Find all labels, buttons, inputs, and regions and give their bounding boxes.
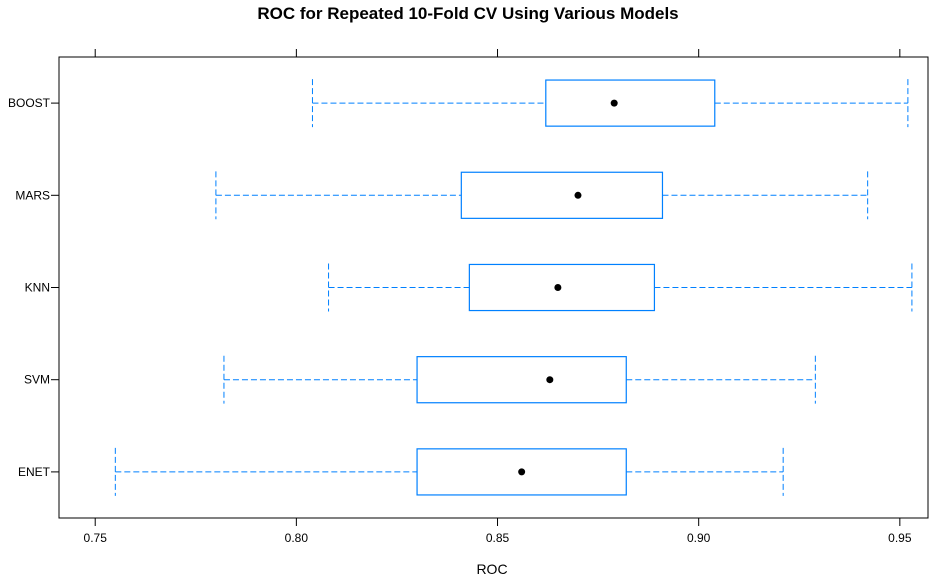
x-tick-label: 0.75 <box>84 531 108 545</box>
x-tick-label: 0.85 <box>486 531 510 545</box>
y-category-label: KNN <box>25 281 50 295</box>
y-category-label: SVM <box>24 373 50 387</box>
iqr-box <box>460 171 664 219</box>
x-tick-label: 0.80 <box>285 531 309 545</box>
iqr-box <box>545 79 716 127</box>
x-tick-label: 0.95 <box>888 531 912 545</box>
y-category-label: MARS <box>15 188 50 202</box>
y-category-label: ENET <box>18 465 51 479</box>
x-tick-label: 0.90 <box>687 531 711 545</box>
iqr-box <box>416 356 627 404</box>
median-dot <box>554 284 562 291</box>
iqr-box <box>416 448 627 496</box>
median-dot <box>610 99 618 107</box>
median-dot <box>574 191 582 199</box>
x-axis-label: ROC <box>476 561 507 577</box>
median-dot <box>518 468 526 476</box>
box-series: BOOST MARS KNN SVM ENET <box>8 79 913 496</box>
iqr-box <box>468 263 656 312</box>
median-dot <box>546 376 554 384</box>
chart-title: ROC for Repeated 10-Fold CV Using Variou… <box>257 4 678 23</box>
axis-ticks: 0.75 0.80 0.85 0.90 0.95 <box>84 49 912 545</box>
y-category-label: BOOST <box>8 96 51 110</box>
